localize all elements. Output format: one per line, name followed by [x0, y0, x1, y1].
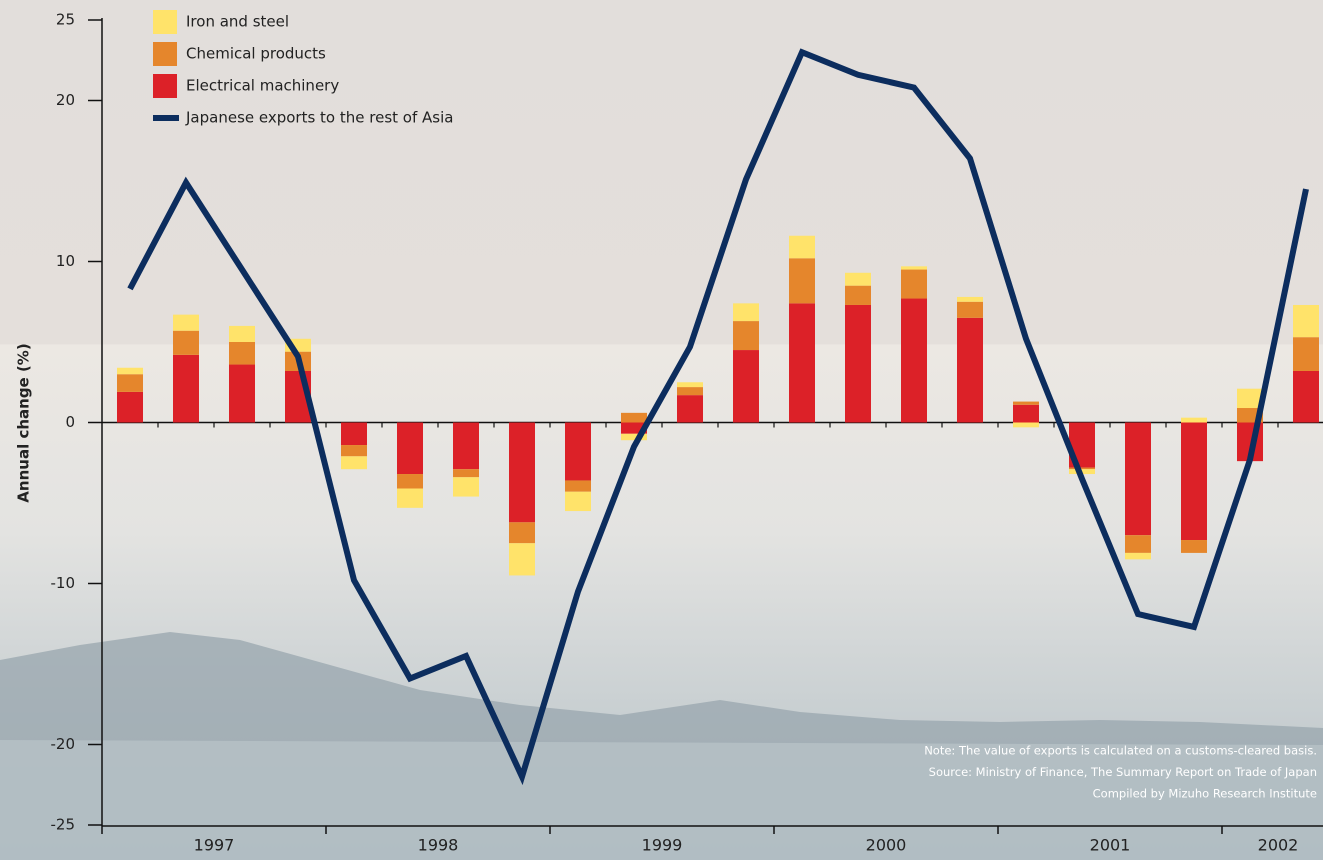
y-tick-label: -10	[51, 574, 76, 592]
year-label: 1998	[418, 836, 459, 855]
bar-segment	[1181, 417, 1207, 423]
bar-segment	[677, 382, 703, 388]
bar-segment	[1125, 422, 1151, 536]
legend-label: Japanese exports to the rest of Asia	[185, 109, 453, 127]
bar-segment	[229, 342, 255, 365]
bar-segment	[117, 367, 143, 375]
bar-segment	[173, 354, 199, 423]
bar-segment	[565, 491, 591, 512]
bar-segment	[1125, 535, 1151, 553]
bar-segment	[677, 387, 703, 396]
bar-segment	[453, 477, 479, 497]
note: Compiled by Mizuho Research Institute	[1093, 787, 1317, 801]
bar-segment	[453, 469, 479, 478]
note: Note: The value of exports is calculated…	[924, 744, 1317, 758]
bar-segment	[957, 317, 983, 423]
bar-segment	[397, 422, 423, 475]
year-label: 2002	[1258, 836, 1299, 855]
bar-segment	[1125, 552, 1151, 560]
legend-swatch	[153, 74, 177, 98]
y-tick-label: -20	[51, 735, 76, 753]
legend-swatch	[153, 42, 177, 66]
bar-segment	[1013, 404, 1039, 423]
bar-segment	[957, 301, 983, 318]
bar-segment	[229, 325, 255, 342]
year-label: 1997	[194, 836, 235, 855]
bar-segment	[341, 445, 367, 457]
bar-segment	[1069, 467, 1095, 470]
legend-label: Chemical products	[186, 45, 326, 63]
bar-segment	[789, 258, 815, 304]
y-tick-label: 20	[56, 91, 75, 109]
bar-segment	[901, 298, 927, 423]
y-tick-label: 0	[65, 413, 75, 431]
bar-segment	[341, 456, 367, 470]
bar-segment	[397, 488, 423, 508]
y-axis-label: Annual change (%)	[15, 343, 33, 502]
bar-segment	[621, 422, 647, 434]
bar-segment	[229, 364, 255, 423]
bar-segment	[453, 422, 479, 470]
bar-segment	[733, 303, 759, 322]
bar-segment	[1013, 401, 1039, 405]
bar-segment	[733, 350, 759, 423]
note: Source: Ministry of Finance, The Summary…	[929, 765, 1317, 779]
bar-segment	[173, 314, 199, 331]
year-label: 2001	[1090, 836, 1131, 855]
bar-segment	[789, 303, 815, 423]
bar-segment	[1293, 304, 1319, 338]
bar-segment	[789, 235, 815, 259]
bar-segment	[621, 433, 647, 441]
bar-segment	[733, 321, 759, 351]
bar-segment	[1013, 422, 1039, 428]
bar-segment	[621, 412, 647, 423]
bar-segment	[341, 422, 367, 446]
legend-swatch	[153, 10, 177, 34]
bar-segment	[1293, 370, 1319, 423]
bar-segment	[957, 296, 983, 302]
bar-segment	[509, 522, 535, 544]
line	[127, 48, 1309, 786]
bar-segment	[677, 395, 703, 423]
bar-segment	[117, 391, 143, 423]
bar-segment	[1237, 388, 1263, 409]
y-tick-label: 10	[56, 252, 75, 270]
bar-segment	[509, 422, 535, 523]
bar-segment	[397, 474, 423, 489]
bar-segment	[565, 422, 591, 481]
bar-segment	[1181, 540, 1207, 553]
legend-label: Iron and steel	[186, 13, 289, 31]
year-label: 2000	[866, 836, 907, 855]
bar-segment	[901, 269, 927, 299]
bar-segment	[901, 266, 927, 270]
y-tick-label: -25	[51, 816, 76, 834]
water	[0, 740, 1323, 860]
legend-swatch	[153, 115, 179, 121]
bar-segment	[845, 285, 871, 305]
bar-segment	[509, 543, 535, 576]
legend-label: Electrical machinery	[186, 77, 339, 95]
bar-segment	[117, 374, 143, 392]
bar-segment	[1293, 337, 1319, 371]
bar-segment	[845, 272, 871, 286]
bar-segment	[1181, 422, 1207, 541]
bar-segment	[565, 480, 591, 492]
bar-segment	[845, 304, 871, 423]
bar-segment	[173, 330, 199, 355]
y-tick-label: 25	[56, 11, 75, 29]
year-label: 1999	[642, 836, 683, 855]
